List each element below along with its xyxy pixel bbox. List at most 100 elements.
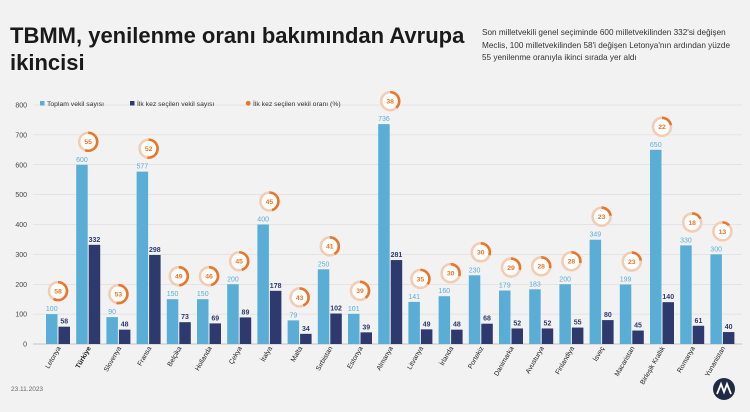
bar-total [287,320,300,344]
rate-ring-fill [440,262,461,284]
legend-label: İlk kez seçilen vekil oranı (%) [253,99,341,108]
rate-value-label: 18 [688,220,696,227]
value-label-total: 650 [650,142,662,149]
rate-ring-fill [168,265,190,287]
y-tick-label: 200 [15,282,27,289]
category-label: Macaristan [614,345,637,377]
value-label-new: 281 [391,252,403,259]
category-label: Estonya [346,345,364,370]
value-label-total: 200 [559,276,571,283]
rate-indicator: 29 [500,257,522,278]
value-label-total: 150 [167,291,179,298]
bar-new [541,328,554,344]
rate-value-label: 23 [628,259,636,266]
bar-total [46,314,58,344]
rate-ring-fill [500,257,522,278]
value-label-total: 101 [348,306,360,313]
bar-total [197,299,209,344]
rate-value-label: 29 [507,265,515,272]
bar-total [650,149,662,344]
rate-indicator: 49 [168,265,190,287]
rate-ring-fill [561,250,582,272]
category-label: İrlanda [437,344,455,367]
rate-value-label: 52 [145,146,153,153]
rate-indicator: 13 [712,221,733,242]
rate-value-label: 55 [84,139,92,146]
value-label-new: 58 [60,319,68,326]
legend-swatch [245,100,251,106]
legend: Toplam vekil sayısı İlk kez seçilen vekil… [40,99,341,108]
rate-indicator: 53 [108,283,129,305]
rate-ring-fill [289,287,310,308]
category-label: Hollanda [194,345,214,372]
y-axis-ticks: 0 100 200 300 400 500 600 700 800 [15,103,27,349]
value-label-new: 80 [604,312,612,319]
category-label: Letonya [45,345,63,370]
rate-ring-fill [47,280,69,302]
value-label-new: 298 [149,247,161,254]
bar-total [468,275,481,344]
value-label-total: 577 [137,164,149,171]
bar-new [692,325,705,344]
bar-new [511,328,523,344]
category-label: Finlandiya [555,345,577,376]
category-label: İsveç [591,344,607,363]
value-label-new: 40 [725,324,733,331]
rate-value-label: 35 [417,276,425,283]
value-label-total: 600 [76,157,88,164]
category-label: Türkiye [75,345,93,370]
rate-value-label: 30 [477,250,485,257]
rate-indicator: 28 [561,250,582,272]
bar-total [499,290,511,344]
y-tick-label: 800 [15,103,27,110]
category-label: Malta [290,345,304,363]
value-label-total: 90 [108,309,116,316]
category-label: Yunanistan [704,345,727,378]
value-label-new: 332 [89,237,101,244]
bar-total [438,296,451,344]
rate-indicator: 41 [319,236,341,257]
value-label-new: 69 [211,315,219,322]
rate-ring-fill [379,90,401,112]
category-label: Fransa [137,345,154,367]
y-tick-label: 700 [15,132,27,139]
category-labels: Letonya Türkiye Slovenya Fransa Belçika Holla… [45,344,728,386]
rate-ring-fill [621,251,643,272]
category-label: Avusturya [525,345,546,375]
bar-total [317,269,330,344]
value-label-total: 330 [680,237,692,244]
value-label-total: 183 [529,281,541,288]
rate-value-label: 28 [537,264,545,271]
category-label: Birleşik Krallık [639,345,667,386]
bar-new [58,326,70,344]
bar-total [710,254,722,344]
value-label-total: 230 [469,267,481,274]
category-label: İtalya [258,344,274,363]
category-label: Portekiz [467,345,486,370]
bar-new [451,329,463,344]
bar-new [179,322,191,344]
bar-total [680,245,692,344]
rate-indicator: 38 [379,90,401,112]
rate-value-label: 22 [658,124,666,131]
value-label-total: 200 [227,276,239,283]
rate-indicator: 58 [47,280,69,302]
y-tick-label: 100 [15,312,27,319]
rate-indicator: 28 [530,256,552,277]
value-label-new: 102 [330,306,342,313]
bar-total [227,284,239,344]
bars [46,124,735,345]
chart-title: TBMM, yenilenme oranı bakımından Avrupa … [10,23,465,75]
rate-indicator: 45 [259,191,280,212]
legend-swatch [40,101,45,106]
bar-new [209,323,221,344]
rate-ring-fill [651,116,673,138]
category-label: Sırbistan [315,345,335,372]
rate-ring-fill [259,191,280,212]
bar-total [529,289,541,344]
rate-indicator: 39 [349,280,371,302]
value-label-new: 73 [181,314,189,321]
rate-ring-fill [198,265,220,287]
rate-value-label: 45 [235,259,243,266]
y-tick-label: 600 [15,162,27,169]
